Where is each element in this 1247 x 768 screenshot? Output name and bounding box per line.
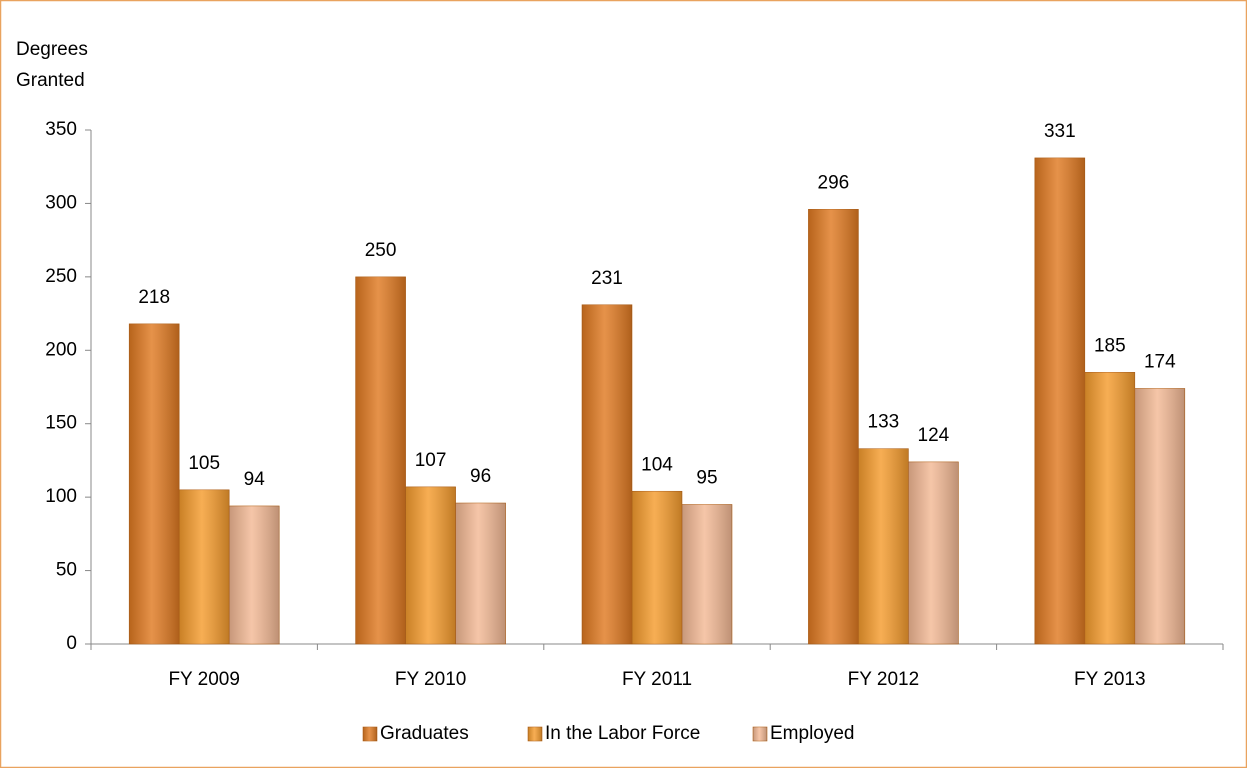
bar-shine: [355, 276, 406, 644]
bar-shine: [1134, 388, 1185, 644]
data-label: 104: [641, 454, 673, 475]
legend-swatch-shine: [528, 727, 542, 741]
y-tick-label: 50: [56, 560, 77, 581]
bar-shine: [229, 505, 280, 644]
data-label: 107: [415, 450, 447, 471]
data-label: 296: [818, 172, 850, 193]
y-tick-label: 0: [66, 633, 77, 654]
bar-shine: [455, 503, 506, 644]
bar-shine: [1084, 372, 1135, 644]
x-tick-label: FY 2010: [395, 669, 466, 690]
bar-shine: [129, 323, 180, 644]
data-label: 95: [696, 468, 717, 489]
bar-shine: [1034, 157, 1085, 644]
y-tick-label: 300: [45, 192, 77, 213]
x-tick-label: FY 2012: [848, 669, 919, 690]
x-tick-label: FY 2011: [622, 669, 692, 690]
data-label: 124: [918, 425, 950, 446]
bar-shine: [582, 304, 632, 644]
y-tick-label: 350: [45, 119, 77, 140]
data-label: 94: [244, 469, 266, 490]
x-tick-label: FY 2009: [168, 669, 239, 690]
data-label: 331: [1044, 121, 1076, 142]
bar-shine: [858, 448, 909, 644]
bar-shine: [908, 461, 959, 644]
bar-shine: [405, 486, 456, 644]
data-label: 218: [138, 287, 170, 308]
data-label: 105: [188, 453, 220, 474]
y-tick-label: 100: [45, 486, 77, 507]
legend-swatch-shine: [363, 727, 377, 741]
data-label: 231: [591, 268, 623, 289]
bar-shine: [808, 209, 859, 644]
y-tick-label: 250: [45, 266, 77, 287]
legend-swatch-shine: [753, 727, 767, 741]
bar-shine: [179, 489, 230, 644]
legend-label: In the Labor Force: [545, 723, 700, 744]
bar-shine: [682, 504, 732, 644]
data-label: 250: [365, 240, 397, 261]
y-tick-label: 200: [45, 339, 77, 360]
y-tick-label: 150: [45, 413, 77, 434]
x-tick-label: FY 2013: [1074, 669, 1145, 690]
legend-label: Graduates: [380, 723, 469, 744]
data-label: 174: [1144, 351, 1176, 372]
data-label: 133: [868, 412, 900, 433]
data-label: 185: [1094, 335, 1126, 356]
data-label: 96: [470, 466, 491, 487]
y-axis-label: Degrees Granted: [16, 39, 88, 91]
bar-shine: [632, 491, 682, 644]
legend-label: Employed: [770, 723, 855, 744]
